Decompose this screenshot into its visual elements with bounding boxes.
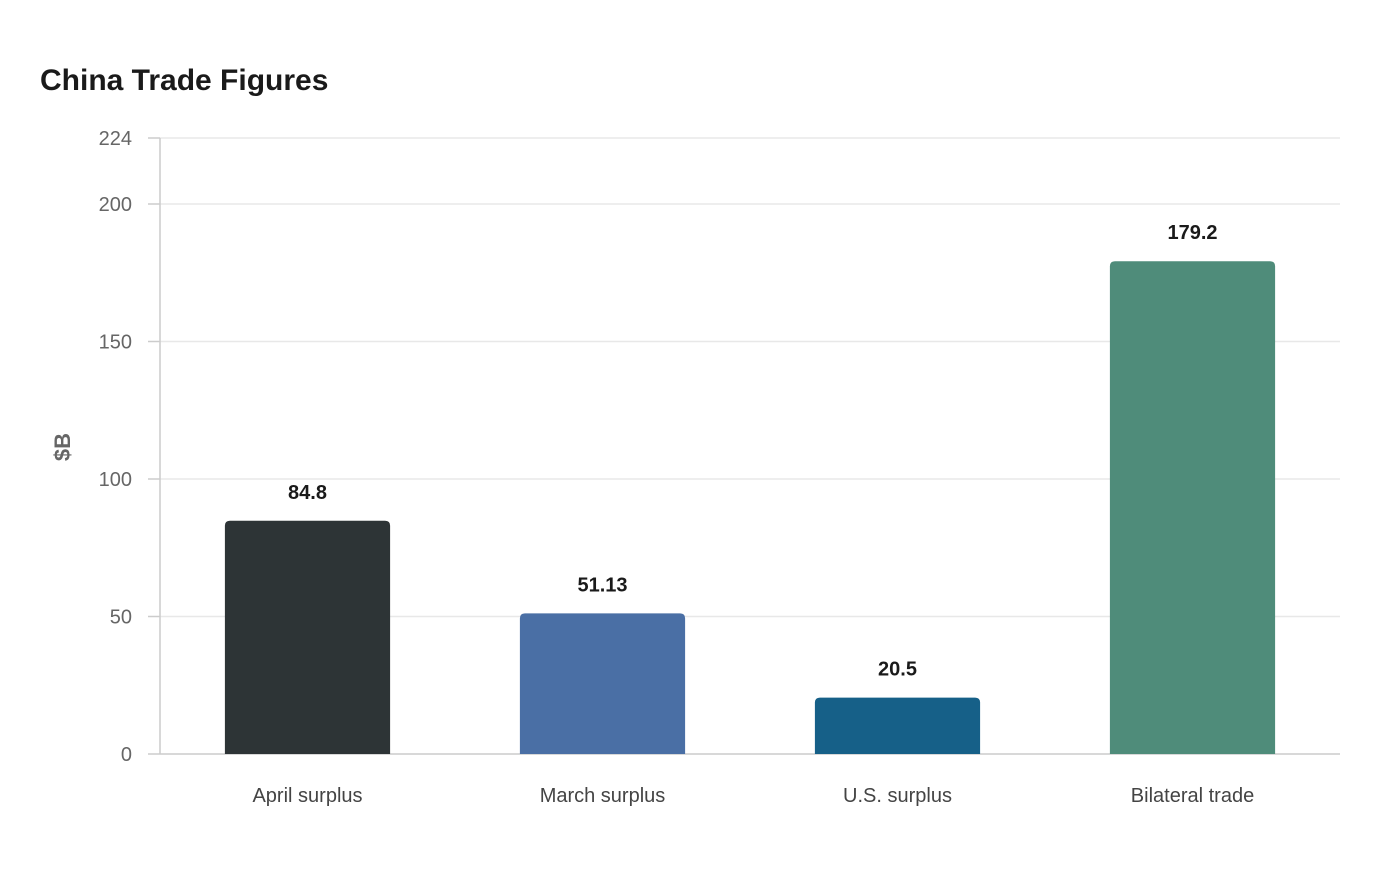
bar — [224, 520, 391, 754]
bar-value-label: 179.2 — [1167, 222, 1217, 244]
value-labels: 84.8 April surplus 51.13 March surplus 20.5 U… — [252, 222, 1254, 807]
y-axis-label: $B — [50, 433, 75, 461]
y-tick-label: 50 — [110, 607, 132, 629]
chart-title: China Trade Figures — [40, 64, 328, 97]
bar-value-label: 20.5 — [878, 659, 917, 681]
bar — [814, 697, 981, 754]
x-tick-label: March surplus — [540, 785, 666, 807]
bar — [519, 613, 686, 754]
x-tick-label: Bilateral trade — [1131, 785, 1254, 807]
y-tick-label: 100 — [99, 469, 132, 491]
x-tick-label: April surplus — [252, 785, 362, 807]
bar-value-label: 84.8 — [288, 482, 327, 504]
bars — [224, 261, 1276, 754]
y-tick-label: 224 — [99, 128, 132, 150]
y-tick-label: 0 — [121, 744, 132, 766]
y-tick-label: 200 — [99, 194, 132, 216]
bar — [1109, 261, 1276, 754]
y-tick-label: 150 — [99, 332, 132, 354]
bar-value-label: 51.13 — [577, 574, 627, 596]
x-tick-label: U.S. surplus — [843, 785, 952, 807]
